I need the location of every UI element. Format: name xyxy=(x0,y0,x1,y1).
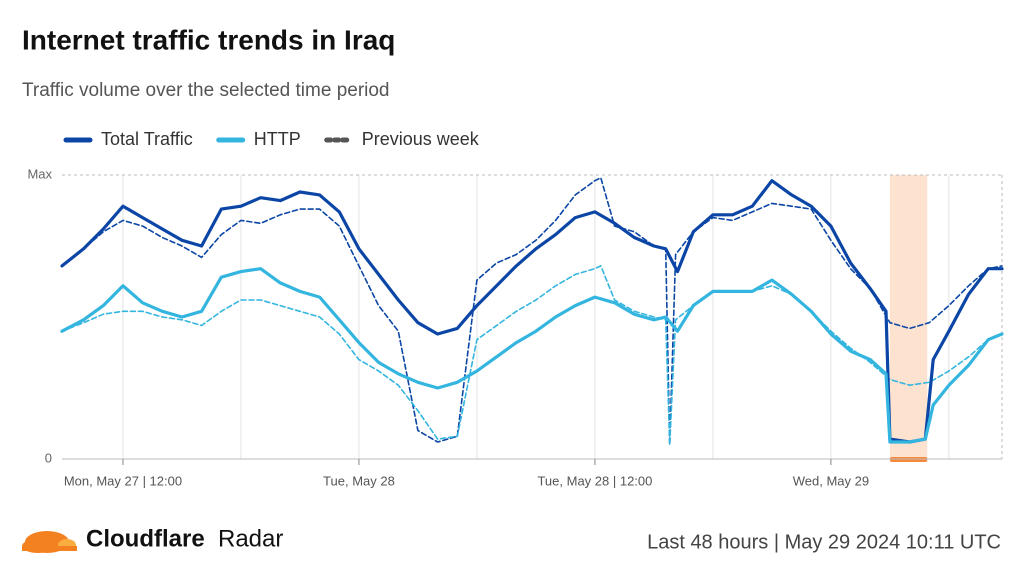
legend-item: Total Traffic xyxy=(63,129,193,149)
x-tick-label: Tue, May 28 xyxy=(323,473,395,488)
y-tick-label: Max xyxy=(27,166,52,181)
brand: Cloudflare xyxy=(86,525,205,552)
product: Radar xyxy=(218,525,283,552)
line-series xyxy=(61,265,1003,446)
line-series xyxy=(60,179,1004,444)
logo xyxy=(22,531,77,553)
legend-label: HTTP xyxy=(254,129,301,149)
legend-label: Total Traffic xyxy=(101,129,193,149)
x-tick-label: Mon, May 27 | 12:00 xyxy=(64,473,182,488)
y-tick-label: 0 xyxy=(45,450,52,465)
x-tick-label: Wed, May 29 xyxy=(793,473,869,488)
legend-item: Previous week xyxy=(324,129,480,149)
line-series xyxy=(60,267,1004,444)
legend-item: HTTP xyxy=(216,129,301,149)
x-tick-label: Tue, May 28 | 12:00 xyxy=(537,473,652,488)
logo-cloud xyxy=(22,546,77,551)
footer: Last 48 hours | May 29 2024 10:11 UTC xyxy=(647,531,1001,553)
legend-label: Previous week xyxy=(362,129,480,149)
line-series xyxy=(61,177,1003,446)
chart-title: Internet traffic trends in Iraq xyxy=(22,24,395,55)
highlight-band xyxy=(889,175,928,459)
chart-subtitle: Traffic volume over the selected time pe… xyxy=(22,80,390,101)
